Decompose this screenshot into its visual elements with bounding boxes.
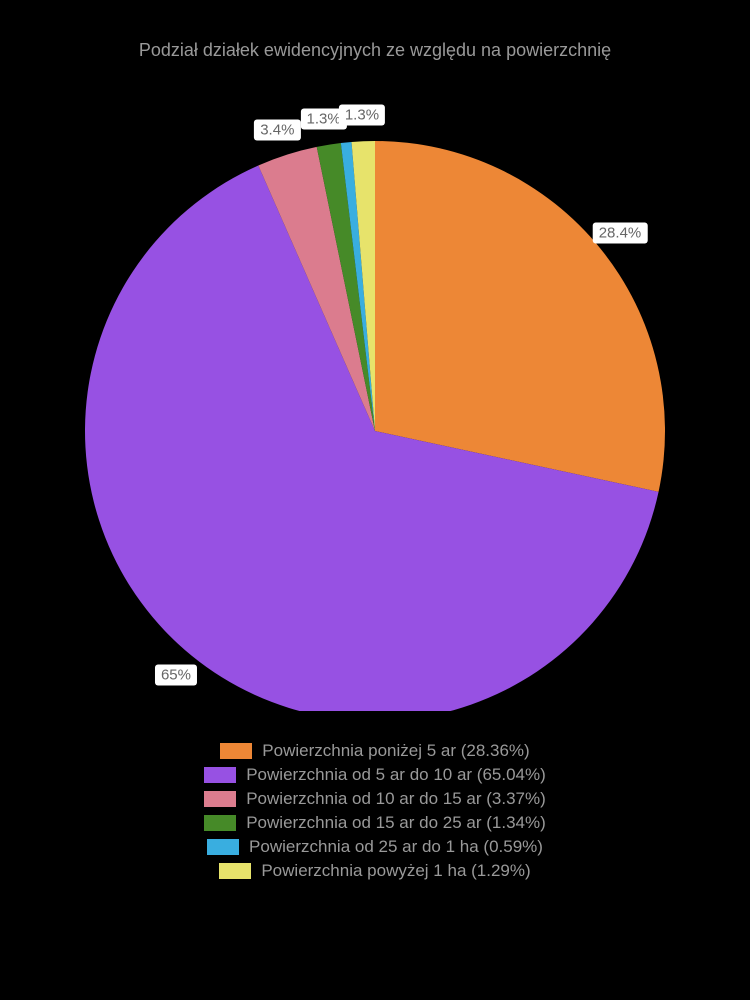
legend: Powierzchnia poniżej 5 ar (28.36%) Powier… xyxy=(204,741,546,881)
slice-label: 65% xyxy=(155,665,197,686)
legend-item: Powierzchnia od 10 ar do 15 ar (3.37%) xyxy=(204,789,546,809)
legend-label: Powierzchnia od 15 ar do 25 ar (1.34%) xyxy=(246,813,546,833)
slice-label: 1.3% xyxy=(339,105,385,126)
legend-swatch xyxy=(204,815,236,831)
pie-svg xyxy=(75,91,675,711)
legend-swatch xyxy=(204,767,236,783)
legend-swatch xyxy=(220,743,252,759)
legend-label: Powierzchnia poniżej 5 ar (28.36%) xyxy=(262,741,529,761)
pie-chart: 28.4%65%3.4%1.3%1.3% xyxy=(75,91,675,711)
legend-item: Powierzchnia od 25 ar do 1 ha (0.59%) xyxy=(207,837,543,857)
legend-swatch xyxy=(207,839,239,855)
slice-label: 3.4% xyxy=(254,119,300,140)
legend-label: Powierzchnia od 10 ar do 15 ar (3.37%) xyxy=(246,789,546,809)
legend-item: Powierzchnia od 5 ar do 10 ar (65.04%) xyxy=(204,765,546,785)
slice-label: 28.4% xyxy=(593,222,648,243)
legend-swatch xyxy=(204,791,236,807)
chart-title: Podział działek ewidencyjnych ze względu… xyxy=(139,40,611,61)
legend-label: Powierzchnia od 25 ar do 1 ha (0.59%) xyxy=(249,837,543,857)
legend-item: Powierzchnia powyżej 1 ha (1.29%) xyxy=(219,861,530,881)
legend-item: Powierzchnia poniżej 5 ar (28.36%) xyxy=(220,741,529,761)
pie-slice xyxy=(375,141,665,492)
legend-label: Powierzchnia powyżej 1 ha (1.29%) xyxy=(261,861,530,881)
legend-swatch xyxy=(219,863,251,879)
legend-label: Powierzchnia od 5 ar do 10 ar (65.04%) xyxy=(246,765,546,785)
legend-item: Powierzchnia od 15 ar do 25 ar (1.34%) xyxy=(204,813,546,833)
